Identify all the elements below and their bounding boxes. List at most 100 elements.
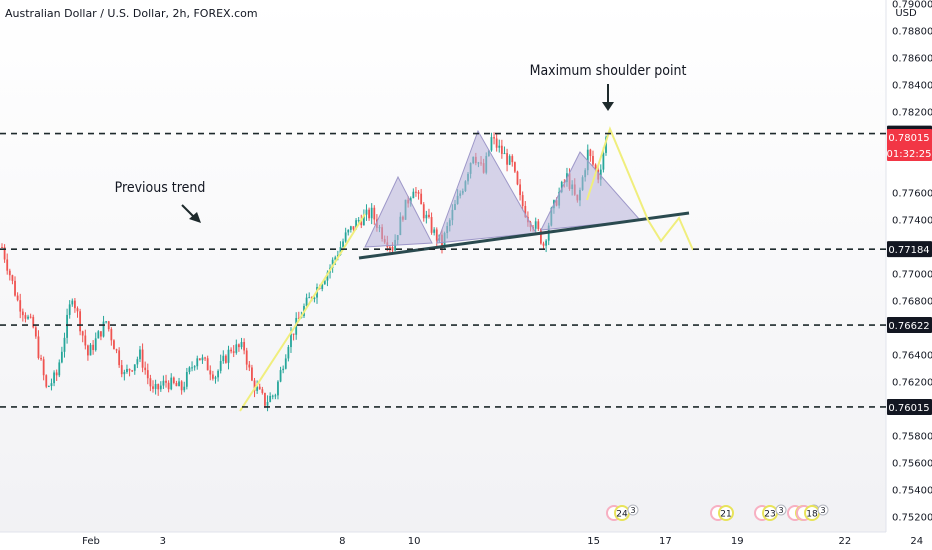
candle-body [305,297,308,306]
x-tick-label: 10 [408,536,421,547]
candle-body [238,344,240,348]
annotation-text: Previous trend [115,180,206,196]
candle-body [589,149,592,156]
candle-body [256,386,259,391]
candle-body [29,316,32,318]
candle-body [198,358,201,361]
candle-body [389,246,391,248]
candle-body [498,145,501,148]
candle-body [251,367,253,381]
candle-body [133,364,136,371]
y-tick-label: 0.78600 [892,54,932,65]
candle-body [175,382,178,387]
candle-body [360,220,363,226]
candle-body [342,241,344,248]
y-tick-label: 0.75800 [892,432,932,443]
candle-body [191,367,193,369]
candle-body [149,378,152,387]
candle-body [157,384,160,390]
candle-body [592,155,594,165]
event-count-label: 3 [630,506,635,515]
candle-body [279,370,282,382]
candle-body [230,349,233,352]
candle-body [224,355,227,363]
candle-body [102,321,105,337]
candle-body [183,386,186,391]
candle-body [243,342,246,351]
x-tick-label: 8 [339,536,345,547]
candle-body [170,377,173,390]
projection-path [586,126,694,251]
candle-body [105,321,108,323]
x-tick-label: 19 [731,536,744,547]
candle-body [240,342,243,348]
candle-body [178,381,180,387]
y-tick-label: 0.75400 [892,486,932,497]
candle-body [53,372,55,384]
candle-body [271,395,274,397]
candle-body [214,377,217,379]
candle-body [513,162,516,172]
x-tick-label: 3 [160,536,166,547]
candle-body [204,357,206,359]
event-count-label: 3 [820,506,825,515]
candle-body [287,347,290,359]
candle-body [180,381,183,391]
candle-body [355,220,357,230]
candle-body [490,137,493,151]
candle-body [193,366,196,368]
time-axis [0,532,932,550]
candle-body [391,247,394,251]
candle-body [141,349,144,368]
candle-body [339,247,342,256]
candle-body [120,365,123,375]
candle-body [118,350,121,366]
currency-label: USD [895,8,917,19]
candle-body [34,327,37,337]
candle-body [368,209,370,219]
candle-body [37,336,40,358]
candle-body [365,209,368,215]
candle-body [84,335,87,346]
event-count-badge [627,504,639,516]
candle-body [159,385,162,390]
candle-body [519,184,521,196]
candle-body [495,138,498,148]
pattern-triangle [364,175,433,248]
candle-body [113,340,115,350]
candle-body [500,145,503,154]
candle-body [144,367,147,371]
candle-body [139,349,141,360]
candle-body [115,349,118,351]
candle-body [586,149,589,171]
candle-body [425,214,428,219]
price-axis [886,0,932,550]
candle-body [92,344,95,351]
candle-body [599,169,602,180]
price-level-label: 0.77184 [888,245,929,256]
x-tick-label: Feb [82,536,100,547]
candle-body [417,192,420,194]
candle-body [68,304,71,315]
candle-body [560,181,563,192]
candle-body [422,204,425,219]
event-badge: 24 3 [606,504,639,521]
candle-body [55,372,58,376]
candle-body [209,370,212,375]
candle-body [47,386,50,388]
countdown-label: 01:32:25 [887,149,932,160]
candle-body [503,153,506,155]
candle-body [352,226,355,230]
candle-body [152,386,154,389]
candle-body [370,207,373,219]
candle-body [66,314,68,338]
candle-body [45,375,48,387]
candle-body [126,368,128,373]
candle-body [524,205,527,217]
candle-body [258,386,261,390]
candle-body [232,351,235,353]
event-badge-label: 24 [616,510,628,520]
candle-body [63,337,66,352]
